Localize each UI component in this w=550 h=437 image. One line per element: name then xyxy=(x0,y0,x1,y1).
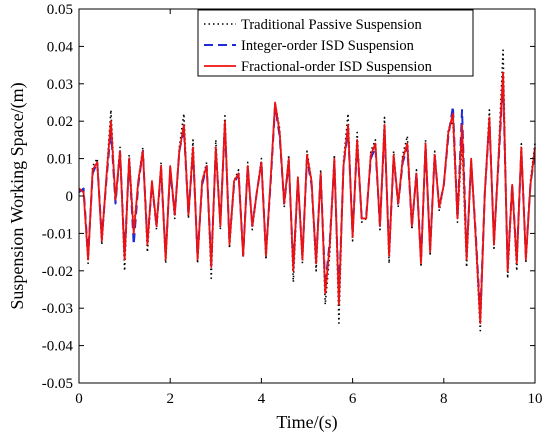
x-tick-label: 6 xyxy=(349,391,357,407)
x-tick-label: 2 xyxy=(166,391,174,407)
y-tick-label: -0.03 xyxy=(42,301,73,317)
legend-label-2: Fractional-order ISD Suspension xyxy=(241,59,433,75)
y-tick-label: 0.03 xyxy=(47,77,73,93)
series-layer xyxy=(78,49,536,332)
y-tick-label: 0.05 xyxy=(47,2,73,18)
y-tick-label: 0.01 xyxy=(47,152,73,168)
ticks-layer: 0 2 4 6 8 10 -0.05 -0.04 -0.03 -0.02 -0.01 0 0.01 0.0… xyxy=(42,2,543,407)
y-tick-label: 0.04 xyxy=(47,39,74,55)
x-tick-label: 4 xyxy=(258,391,266,407)
plot-frame xyxy=(78,8,536,384)
legend: Traditional Passive Suspension Integer-o… xyxy=(197,9,474,77)
y-tick-label: -0.05 xyxy=(42,376,73,392)
y-tick-label: -0.02 xyxy=(42,264,73,280)
y-tick-label: -0.04 xyxy=(42,339,74,355)
x-axis-title: Time/(s) xyxy=(276,412,337,433)
legend-box xyxy=(197,9,474,77)
y-tick-label: 0.02 xyxy=(47,114,73,130)
x-tick-label: 8 xyxy=(440,391,448,407)
series-line-2 xyxy=(78,71,536,325)
y-axis-title: Suspension Working Space/(m) xyxy=(7,82,28,309)
y-tick-label: 0 xyxy=(66,189,74,205)
x-tick-label: 10 xyxy=(528,391,543,407)
legend-label-1: Integer-order ISD Suspension xyxy=(241,38,415,54)
legend-label-0: Traditional Passive Suspension xyxy=(241,17,422,33)
x-tick-label: 0 xyxy=(75,391,83,407)
y-tick-label: -0.01 xyxy=(42,226,73,242)
